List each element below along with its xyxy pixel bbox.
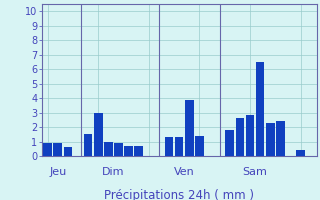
Bar: [296, 150, 305, 156]
Bar: [165, 137, 173, 156]
Bar: [246, 115, 254, 156]
Bar: [266, 123, 275, 156]
Bar: [195, 136, 204, 156]
Bar: [44, 143, 52, 156]
Bar: [134, 146, 143, 156]
Bar: [236, 118, 244, 156]
Bar: [175, 137, 183, 156]
Bar: [94, 113, 102, 156]
Text: Dim: Dim: [102, 167, 125, 177]
Text: Précipitations 24h ( mm ): Précipitations 24h ( mm ): [104, 189, 254, 200]
Bar: [256, 62, 264, 156]
Bar: [114, 143, 123, 156]
Bar: [226, 130, 234, 156]
Bar: [104, 142, 113, 156]
Text: Ven: Ven: [174, 167, 195, 177]
Text: Sam: Sam: [243, 167, 268, 177]
Bar: [84, 134, 92, 156]
Bar: [124, 146, 133, 156]
Bar: [64, 147, 72, 156]
Text: Jeu: Jeu: [49, 167, 67, 177]
Bar: [185, 100, 194, 156]
Bar: [276, 121, 285, 156]
Bar: [53, 143, 62, 156]
